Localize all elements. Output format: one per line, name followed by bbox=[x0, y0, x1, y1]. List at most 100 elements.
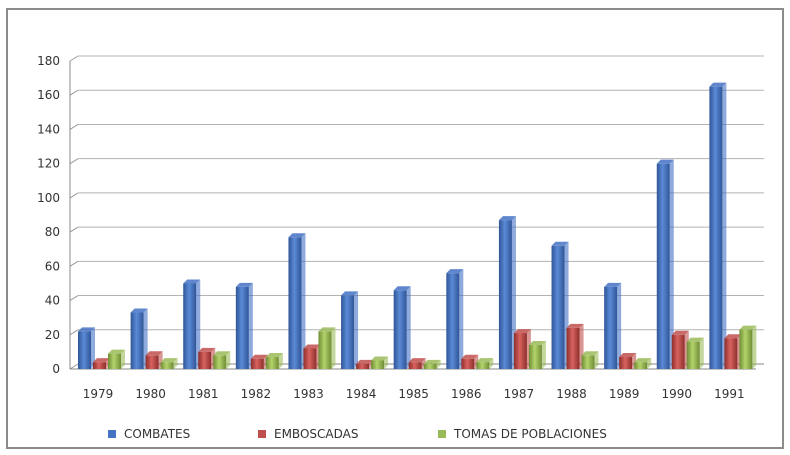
bar-combates bbox=[183, 283, 197, 369]
bar-top-face bbox=[303, 344, 321, 349]
gridline-depth bbox=[69, 226, 79, 233]
bar-top-face bbox=[371, 356, 389, 361]
bar-top-face bbox=[183, 279, 201, 284]
bar-emboscadas bbox=[566, 327, 580, 369]
bar-top-face bbox=[476, 358, 494, 363]
bar-combates bbox=[78, 331, 91, 369]
bar-emboscadas bbox=[671, 334, 685, 369]
bar-combates bbox=[341, 295, 355, 369]
bar-side-face bbox=[91, 327, 95, 369]
bar-emboscadas bbox=[250, 358, 264, 369]
bar-side-face bbox=[617, 282, 622, 369]
x-tick-label: 1991 bbox=[714, 387, 745, 401]
legend: COMBATES EMBOSCADAS TOMAS DE POBLACIONES bbox=[108, 427, 607, 441]
x-tick-label: 1981 bbox=[188, 387, 219, 401]
bar-combates bbox=[498, 220, 512, 369]
bar-tomas-de-poblaciones bbox=[423, 363, 437, 369]
gridline-depth bbox=[69, 124, 79, 130]
bar-side-face bbox=[722, 82, 727, 370]
bar-emboscadas bbox=[145, 355, 159, 369]
bar-top-face bbox=[513, 329, 531, 334]
y-tick-label: 60 bbox=[45, 259, 60, 273]
x-tick-label: 1985 bbox=[398, 387, 429, 401]
y-tick-label: 80 bbox=[45, 225, 60, 239]
gridline-depth bbox=[69, 363, 79, 370]
bar-tomas-de-poblaciones bbox=[634, 362, 648, 369]
bar-side-face bbox=[699, 337, 704, 369]
gridline-depth bbox=[69, 192, 79, 199]
bar-tomas-de-poblaciones bbox=[213, 355, 227, 369]
x-tick-label: 1989 bbox=[609, 387, 640, 401]
x-tick-label: 1990 bbox=[661, 387, 692, 401]
x-axis-ticks: 1979 1980 1981 1982 1983 1984 1985 1986 1987 1988… bbox=[83, 387, 745, 401]
y-tick-label: 100 bbox=[37, 191, 60, 205]
bar-top-face bbox=[93, 358, 110, 363]
bar-side-face bbox=[384, 356, 389, 369]
bar-top-face bbox=[604, 282, 622, 287]
legend-swatch bbox=[438, 430, 446, 438]
bar-top-face bbox=[408, 358, 426, 363]
bar-top-face bbox=[634, 358, 652, 363]
bar-side-face bbox=[459, 269, 464, 369]
y-tick-label: 20 bbox=[45, 328, 60, 342]
bar-side-face bbox=[752, 325, 757, 369]
bar-tomas-de-poblaciones bbox=[371, 360, 385, 369]
bar-side-face bbox=[541, 341, 546, 369]
bar-top-face bbox=[709, 82, 727, 87]
bar-combates bbox=[446, 273, 460, 369]
bar-combates bbox=[130, 312, 144, 369]
bar-top-face bbox=[551, 241, 569, 246]
bar-side-face bbox=[173, 358, 178, 369]
y-tick-label: 0 bbox=[52, 362, 60, 376]
gridline-depth bbox=[69, 260, 79, 267]
bar-top-face bbox=[213, 351, 231, 356]
bars bbox=[78, 82, 757, 370]
bar-side-face bbox=[489, 358, 494, 369]
bar-tomas-de-poblaciones bbox=[108, 353, 121, 369]
bar-combates bbox=[288, 237, 302, 369]
bar-tomas-de-poblaciones bbox=[476, 362, 490, 369]
bar-tomas-de-poblaciones bbox=[528, 345, 542, 369]
bar-side-face bbox=[278, 353, 283, 369]
bar-emboscadas bbox=[303, 348, 317, 369]
bar-side-face bbox=[121, 349, 125, 369]
bar-emboscadas bbox=[461, 358, 475, 369]
legend-label: COMBATES bbox=[124, 427, 190, 441]
bar-top-face bbox=[250, 354, 268, 359]
bar-emboscadas bbox=[724, 338, 738, 369]
legend-label: EMBOSCADAS bbox=[274, 427, 358, 441]
bar-side-face bbox=[301, 233, 306, 369]
x-tick-label: 1980 bbox=[135, 387, 166, 401]
gridline-depth bbox=[69, 55, 79, 62]
bar-side-face bbox=[511, 216, 516, 369]
bar-top-face bbox=[686, 337, 704, 342]
bar-side-face bbox=[669, 159, 674, 369]
x-tick-label: 1984 bbox=[346, 387, 377, 401]
y-tick-label: 140 bbox=[37, 122, 60, 136]
bar-emboscadas bbox=[513, 333, 527, 369]
x-tick-label: 1986 bbox=[451, 387, 482, 401]
gridline-depth bbox=[69, 89, 79, 96]
legend-swatch bbox=[258, 430, 266, 438]
bar-top-face bbox=[145, 351, 163, 356]
bar-top-face bbox=[356, 359, 374, 364]
bar-combates bbox=[551, 245, 565, 369]
gridline-depth bbox=[69, 158, 79, 165]
bar-side-face bbox=[406, 286, 411, 369]
bar-side-face bbox=[647, 358, 652, 369]
bar-top-face bbox=[581, 351, 599, 356]
bar-top-face bbox=[619, 353, 637, 358]
bar-top-face bbox=[198, 347, 216, 352]
bar-combates bbox=[656, 163, 670, 369]
y-tick-label: 40 bbox=[45, 294, 60, 308]
bar-top-face bbox=[341, 291, 359, 296]
gridline-depth bbox=[69, 295, 79, 301]
x-tick-label: 1979 bbox=[83, 387, 114, 401]
bar-combates bbox=[235, 286, 249, 369]
bar-tomas-de-poblaciones bbox=[318, 331, 332, 369]
bar-side-face bbox=[196, 279, 201, 369]
bar-top-face bbox=[739, 325, 757, 330]
bar-tomas-de-poblaciones bbox=[686, 341, 700, 369]
bar-side-face bbox=[143, 308, 148, 369]
